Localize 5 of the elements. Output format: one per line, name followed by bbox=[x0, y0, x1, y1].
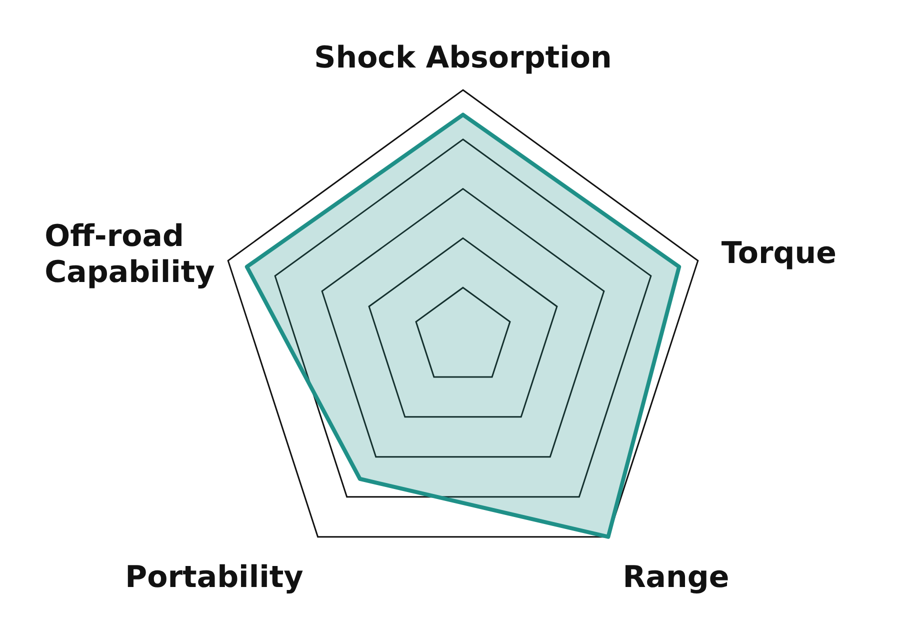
spoke-label: Shock Absorption bbox=[314, 40, 612, 76]
spoke-label: Range bbox=[622, 560, 730, 595]
spoke-label: Torque bbox=[721, 236, 836, 272]
spoke-label: Portability bbox=[125, 560, 304, 595]
spoke-label: Off-road Capability bbox=[44, 219, 216, 290]
